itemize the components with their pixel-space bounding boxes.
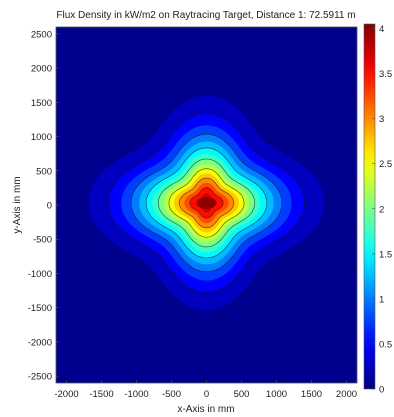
contour-line — [157, 158, 256, 248]
x-tick-label: -1500 — [89, 389, 113, 400]
x-tick-label: 500 — [234, 389, 250, 400]
plot-area — [55, 26, 358, 384]
x-tick-label: 2000 — [336, 389, 357, 400]
x-tick-label: 1500 — [301, 389, 322, 400]
y-tick-label: -1500 — [28, 303, 52, 314]
x-tick-label: -2000 — [54, 389, 78, 400]
y-tick-label: 2000 — [31, 64, 52, 75]
x-tick-label: -500 — [162, 389, 181, 400]
y-tick-label: 1500 — [31, 98, 52, 109]
colorbar-tick-label: 0.5 — [379, 339, 392, 350]
y-tick-label: 500 — [36, 166, 52, 177]
colorbar-tick-label: 1 — [379, 294, 384, 305]
y-tick-label: 1000 — [31, 132, 52, 143]
y-tick-label: -2000 — [28, 337, 52, 348]
colorbar-tick-label: 4 — [379, 24, 384, 35]
contour-line — [145, 147, 268, 259]
colorbar-tick-label: 3.5 — [379, 69, 392, 80]
x-axis-label: x-Axis in mm — [177, 404, 234, 415]
x-axis-ticks: -2000 -1500 -1000 -500 0 500 1000 1500 2000 — [54, 380, 357, 400]
x-tick-label: 0 — [204, 389, 209, 400]
contour-line — [108, 113, 305, 293]
chart-title: Flux Density in kW/m2 on Raytracing Targ… — [56, 10, 355, 21]
contour-line — [189, 187, 224, 219]
y-tick-label: -500 — [33, 235, 52, 246]
colorbar-tick-label: 2.5 — [379, 159, 392, 170]
peak-core — [197, 196, 216, 209]
colorbar-scale — [363, 23, 376, 390]
y-tick-label: -1000 — [28, 269, 52, 280]
colorbar-tick-label: 2 — [379, 204, 384, 215]
flux-contour-fills — [88, 95, 325, 311]
contour-line — [130, 133, 283, 273]
x-tick-label: -1000 — [124, 389, 148, 400]
colorbar-tick-label: 3 — [379, 114, 384, 125]
y-tick-label: 0 — [47, 201, 52, 212]
contour-line — [168, 168, 245, 238]
colorbar-tick-label: 1.5 — [379, 249, 392, 260]
y-axis-ticks: 2500 2000 1500 1000 500 0 -500 -1000 -1500 -2000 -… — [28, 29, 59, 383]
y-axis-label: y-Axis in mm — [12, 176, 23, 233]
y-tick-label: -2500 — [28, 372, 52, 383]
flux-contour-lines — [108, 113, 305, 293]
y-tick-label: 2500 — [31, 29, 52, 40]
colorbar-tick-label: 0 — [379, 385, 384, 396]
x-tick-label: 1000 — [266, 389, 287, 400]
colorbar-ticks: 0 0.5 1 1.5 2 2.5 3 3.5 4 — [372, 24, 392, 396]
colorbar: 0 0.5 1 1.5 2 2.5 3 3.5 4 — [363, 23, 392, 396]
contour-line — [178, 177, 235, 229]
